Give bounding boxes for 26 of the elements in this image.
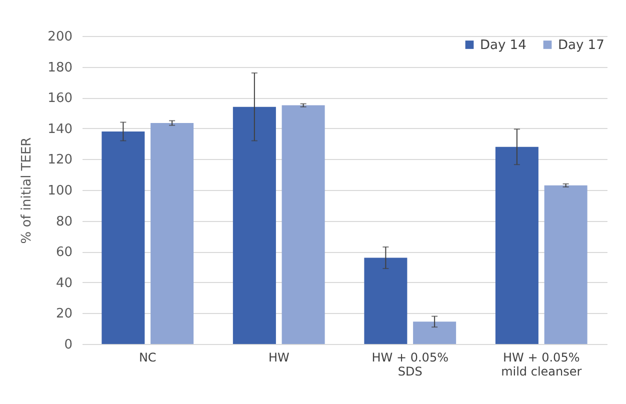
y-tick-label: 60 [56, 245, 72, 260]
x-tick-label: HW + 0.05% mild cleanser [501, 350, 582, 378]
y-tick-label: 140 [48, 122, 72, 137]
legend-label: Day 17 [558, 38, 604, 53]
y-tick-label: 40 [56, 276, 72, 291]
y-tick-label: 0 [64, 338, 72, 352]
y-tick-label: 200 [48, 30, 72, 44]
x-tick-label: HW + 0.05% SDS [372, 350, 448, 378]
x-tick-label: HW [268, 350, 290, 364]
y-tick-label: 80 [56, 214, 72, 230]
y-axis-title: % of initial TEER [20, 137, 35, 244]
bar [413, 322, 456, 344]
y-tick-label: 120 [48, 152, 72, 168]
bar [232, 106, 276, 344]
bar [102, 131, 145, 344]
bar [544, 185, 588, 344]
y-tick-label: 180 [48, 60, 72, 76]
bar [150, 123, 194, 344]
y-tick-label: 160 [48, 91, 72, 106]
bar [495, 146, 538, 344]
y-tick-label: 100 [48, 184, 72, 198]
y-tick-label: 20 [56, 306, 72, 322]
bar [282, 105, 325, 344]
legend-label: Day 14 [480, 38, 526, 53]
bar [364, 258, 408, 344]
x-tick-label: NC [138, 350, 156, 364]
